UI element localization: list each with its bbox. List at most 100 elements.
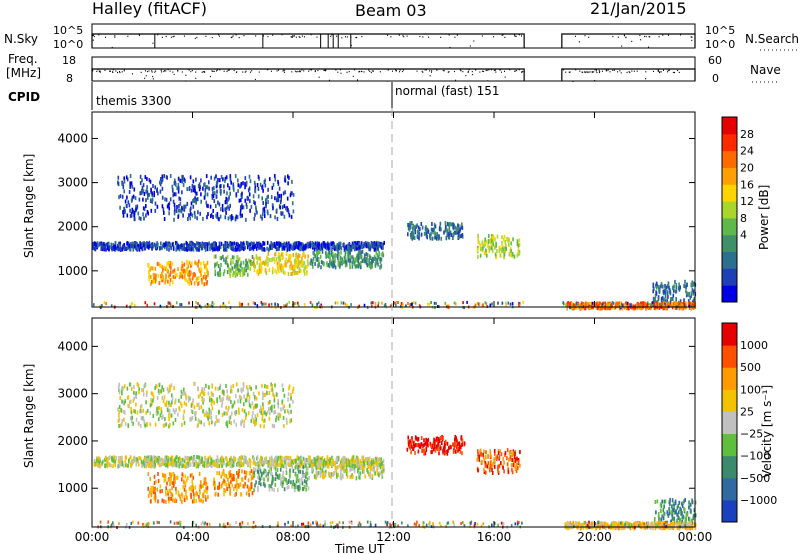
scatter-cell-2 (222, 272, 225, 277)
trace-dot (395, 70, 397, 72)
scatter-cell-0 (294, 241, 297, 246)
scatter-cell-1 (173, 499, 176, 504)
scatter-cell-4 (360, 260, 362, 265)
scatter-cell-4 (381, 473, 383, 477)
scatter-cell-7 (187, 217, 189, 221)
scatter-cell-5 (407, 435, 409, 440)
scatter-cell-0 (363, 244, 365, 249)
scatter-cell-0 (166, 241, 169, 246)
scatter-cell-7 (195, 177, 197, 182)
scatter-cell-3 (303, 261, 306, 265)
scatter-cell-2 (242, 484, 245, 489)
scatter-cell-3 (274, 466, 277, 471)
scatter-cell-1 (149, 499, 152, 504)
scatter-cell-7 (261, 212, 264, 217)
scatter-cell-3 (274, 482, 277, 487)
scatter-cell-8 (692, 281, 694, 286)
scatter-cell-0 (259, 460, 262, 465)
nsearch-label: N.Search (745, 32, 799, 46)
scatter-cell-6 (517, 252, 520, 257)
scatter-cell-0 (129, 247, 132, 252)
scatter-cell-1 (185, 268, 188, 273)
trace-dot (678, 71, 680, 74)
scatter-cell-0 (166, 463, 168, 468)
scatter-cell-0 (193, 456, 196, 461)
trace-dot (245, 70, 247, 72)
scatter-cell-2 (247, 258, 250, 263)
scatter-cell-3 (298, 485, 300, 489)
scatter-cell-7 (119, 194, 122, 199)
scatter-cell-7 (118, 195, 120, 200)
scatter-cell-4 (368, 460, 371, 465)
scatter-cell-0 (378, 463, 380, 467)
trace-dot (402, 35, 404, 37)
scatter-cell-3 (282, 470, 285, 475)
scatter-cell-0 (306, 241, 309, 246)
scatter-cell-2 (233, 474, 235, 478)
scatter-cell-7 (225, 175, 228, 180)
scatter-cell-4 (360, 265, 362, 270)
trace-dot (599, 71, 601, 73)
scatter-cell-1 (190, 492, 192, 497)
scatter-cell-4 (371, 259, 373, 263)
scatter-cell-7 (169, 197, 172, 202)
scatter-cell-4 (363, 257, 366, 262)
scatter-cell-3 (263, 481, 265, 486)
ground-scatter-cell (336, 301, 339, 305)
trace-dot (148, 70, 150, 72)
scatter-cell-5 (439, 435, 442, 440)
trace-dot (442, 69, 444, 72)
scatter-cell-2 (221, 483, 223, 488)
ground-scatter-cell (455, 302, 457, 306)
scatter-cell-6 (498, 245, 501, 250)
scatter-cell-2 (251, 261, 254, 266)
ground-scatter-cell (567, 301, 569, 304)
scatter-cell-5 (407, 440, 410, 444)
scatter-cell-2 (244, 475, 246, 480)
scatter-cell-8 (665, 285, 668, 290)
scatter-cell-7 (128, 190, 131, 194)
scatter-cell-4 (325, 461, 328, 465)
scatter-cell-8 (667, 294, 669, 299)
scatter-cell-1 (162, 275, 164, 280)
scatter-cell-1 (170, 270, 172, 275)
scatter-cell-0 (326, 455, 329, 460)
scatter-cell-7 (227, 197, 229, 202)
scatter-cell-0 (124, 460, 127, 465)
scatter-cell-0 (356, 241, 358, 246)
scatter-cell-7 (263, 214, 266, 218)
scatter-cell-0 (124, 455, 127, 460)
scatter-cell-7 (207, 204, 209, 209)
scatter-cell-4 (335, 465, 338, 470)
scatter-cell-3 (293, 482, 296, 487)
scatter-cell-0 (134, 246, 137, 250)
scatter-cell-0 (96, 458, 98, 463)
date-label: 21/Jan/2015 (590, 0, 687, 18)
scatter-cell-0 (326, 457, 328, 462)
scatter-cell-2 (232, 270, 235, 275)
scatter-cell-0 (258, 459, 261, 463)
scatter-cell-3 (260, 482, 262, 487)
ground-scatter-cell (466, 300, 468, 304)
scatter-cell-7 (153, 193, 155, 198)
scatter-cell-0 (215, 459, 218, 463)
trace-dot (152, 75, 154, 78)
scatter-cell-0 (275, 460, 277, 465)
trace-dot (152, 78, 154, 80)
trace-dot (403, 36, 405, 38)
scatter-cell-7 (271, 185, 274, 190)
scatter-cell-7 (220, 207, 222, 212)
trace-dot (235, 34, 237, 36)
trace-dot (402, 70, 404, 73)
colorbar-frame (721, 116, 738, 303)
scatter-cell-0 (236, 462, 238, 467)
scatter-cell-2 (228, 471, 230, 476)
scatter-cell-6 (479, 243, 482, 248)
scatter-cell-7 (192, 199, 194, 204)
scatter-cell-1 (205, 497, 207, 502)
scatter-cell-6 (502, 248, 505, 253)
scatter-cell-0 (377, 241, 379, 246)
scatter-cell-3 (280, 480, 283, 485)
scatter-cell-0 (185, 240, 188, 245)
